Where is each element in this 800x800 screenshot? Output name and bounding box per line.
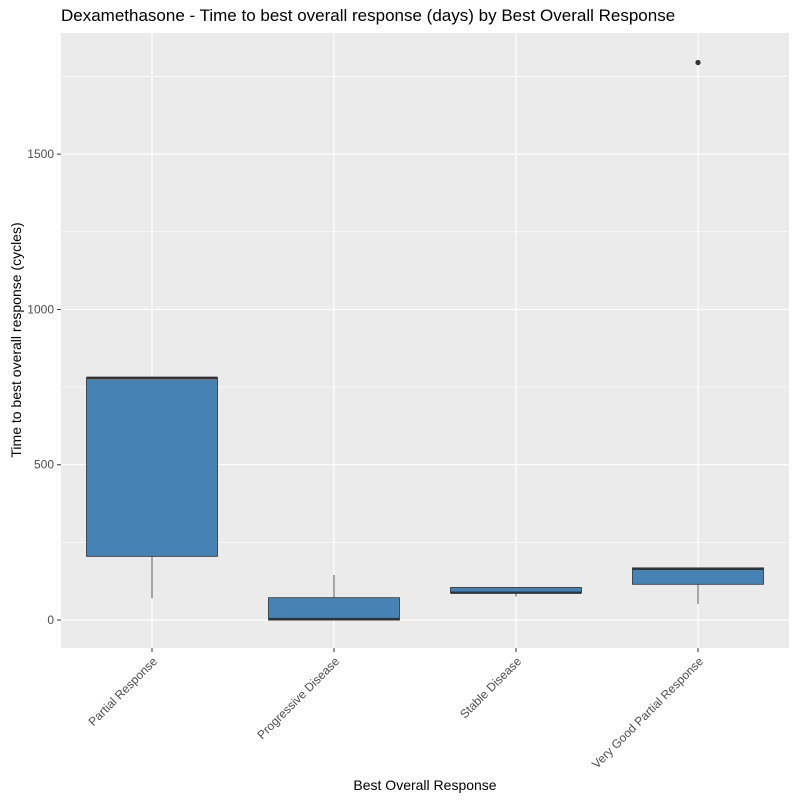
box-group (632, 59, 764, 604)
box-iqr (268, 597, 400, 621)
x-tick-label: Partial Response (86, 654, 161, 729)
y-tick-label: 0 (47, 613, 54, 627)
outlier-point (695, 59, 701, 66)
y-tick-label: 1000 (27, 302, 54, 316)
box-group (450, 587, 582, 597)
box-group (86, 376, 218, 599)
box-layer (86, 59, 764, 621)
y-tick-label: 500 (34, 458, 54, 472)
x-tick-label: Stable Disease (457, 654, 524, 721)
chart-title: Dexamethasone - Time to best overall res… (61, 6, 676, 25)
x-axis-title: Best Overall Response (353, 777, 496, 793)
x-tick-label: Progressive Disease (254, 654, 342, 742)
x-tick-label: Very Good Partial Response (589, 654, 706, 771)
box-iqr (86, 377, 218, 557)
box-group (268, 575, 400, 621)
y-tick-label: 1500 (27, 147, 54, 161)
y-axis-title: Time to best overall response (cycles) (8, 222, 24, 457)
box-iqr (632, 567, 764, 585)
